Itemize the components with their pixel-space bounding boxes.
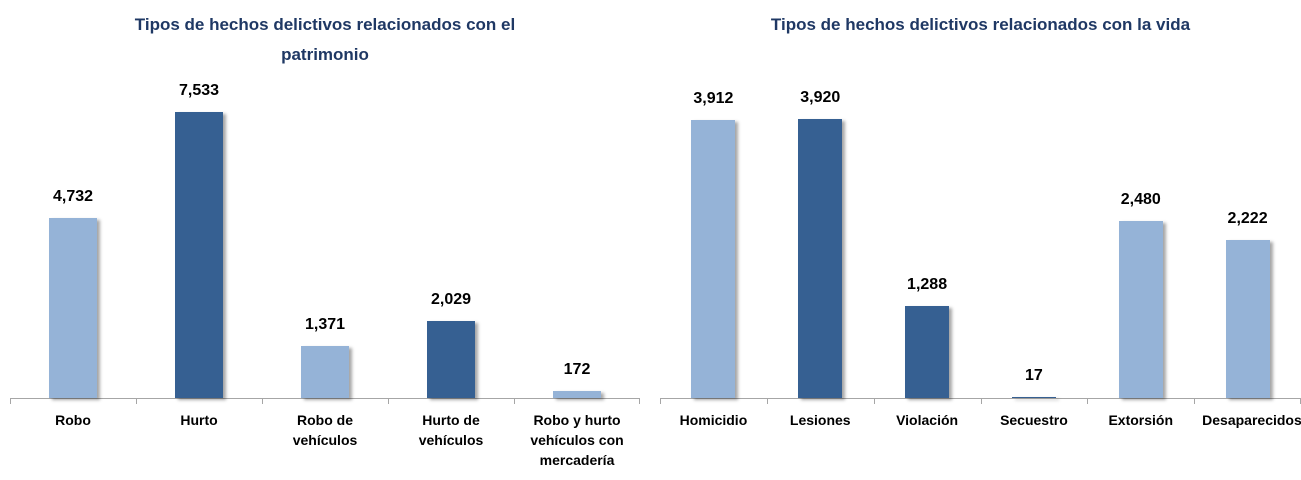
axis-tick (766, 398, 768, 404)
x-tick-label: Secuestro (1000, 412, 1068, 428)
x-tick-label: Robo (55, 412, 91, 428)
bar-chart: Tipos de hechos delictivos relacionados … (660, 0, 1301, 480)
x-tick-label: Robo y hurto vehículos con mercadería (530, 412, 624, 468)
value-label: 1,371 (304, 315, 346, 333)
value-label: 4,732 (52, 188, 94, 206)
axis-tick (980, 398, 982, 404)
bar (553, 391, 601, 398)
bar (1225, 239, 1270, 398)
bar (175, 112, 223, 398)
chart-title: Tipos de hechos delictivos relacionados … (134, 15, 516, 64)
bar (798, 119, 843, 398)
axis-tick (10, 398, 11, 404)
value-label: 2,222 (1227, 209, 1268, 227)
axis-tick (262, 398, 263, 404)
x-tick-label: Robo de vehículos (292, 412, 358, 448)
value-label: 3,912 (693, 89, 734, 107)
x-tick-label: Extorsión (1108, 412, 1174, 428)
value-label: 172 (563, 361, 591, 379)
value-label: 2,029 (430, 290, 472, 308)
axis-tick (639, 398, 640, 404)
value-label: 2,480 (1120, 191, 1161, 209)
bar (49, 218, 97, 398)
bar (427, 320, 475, 398)
axis-tick (1194, 398, 1196, 404)
axis-tick (873, 398, 875, 404)
bar (301, 345, 349, 398)
x-tick-label: Lesiones (789, 412, 851, 428)
value-label: 7,533 (178, 82, 220, 99)
x-tick-label: Hurto (180, 412, 218, 428)
x-tick-label: Violación (896, 412, 959, 428)
bar-chart: Tipos de hechos delictivos relacionados … (10, 0, 640, 480)
bar (1118, 221, 1163, 398)
axis-tick (388, 398, 389, 404)
bar (691, 119, 736, 398)
x-tick-label: Desaparecidos (1202, 412, 1301, 428)
x-axis (10, 398, 640, 399)
bar (1011, 396, 1056, 398)
axis-tick (660, 398, 661, 404)
value-label: 3,920 (800, 89, 841, 106)
axis-tick (136, 398, 137, 404)
x-tick-label: Hurto de vehículos (418, 412, 484, 448)
axis-tick (1087, 398, 1089, 404)
x-tick-label: Homicidio (679, 412, 748, 428)
bar (905, 306, 950, 398)
value-label: 1,288 (907, 276, 948, 294)
chart-title: Tipos de hechos delictivos relacionados … (770, 15, 1191, 34)
value-label: 17 (1025, 366, 1043, 384)
axis-tick (514, 398, 515, 404)
